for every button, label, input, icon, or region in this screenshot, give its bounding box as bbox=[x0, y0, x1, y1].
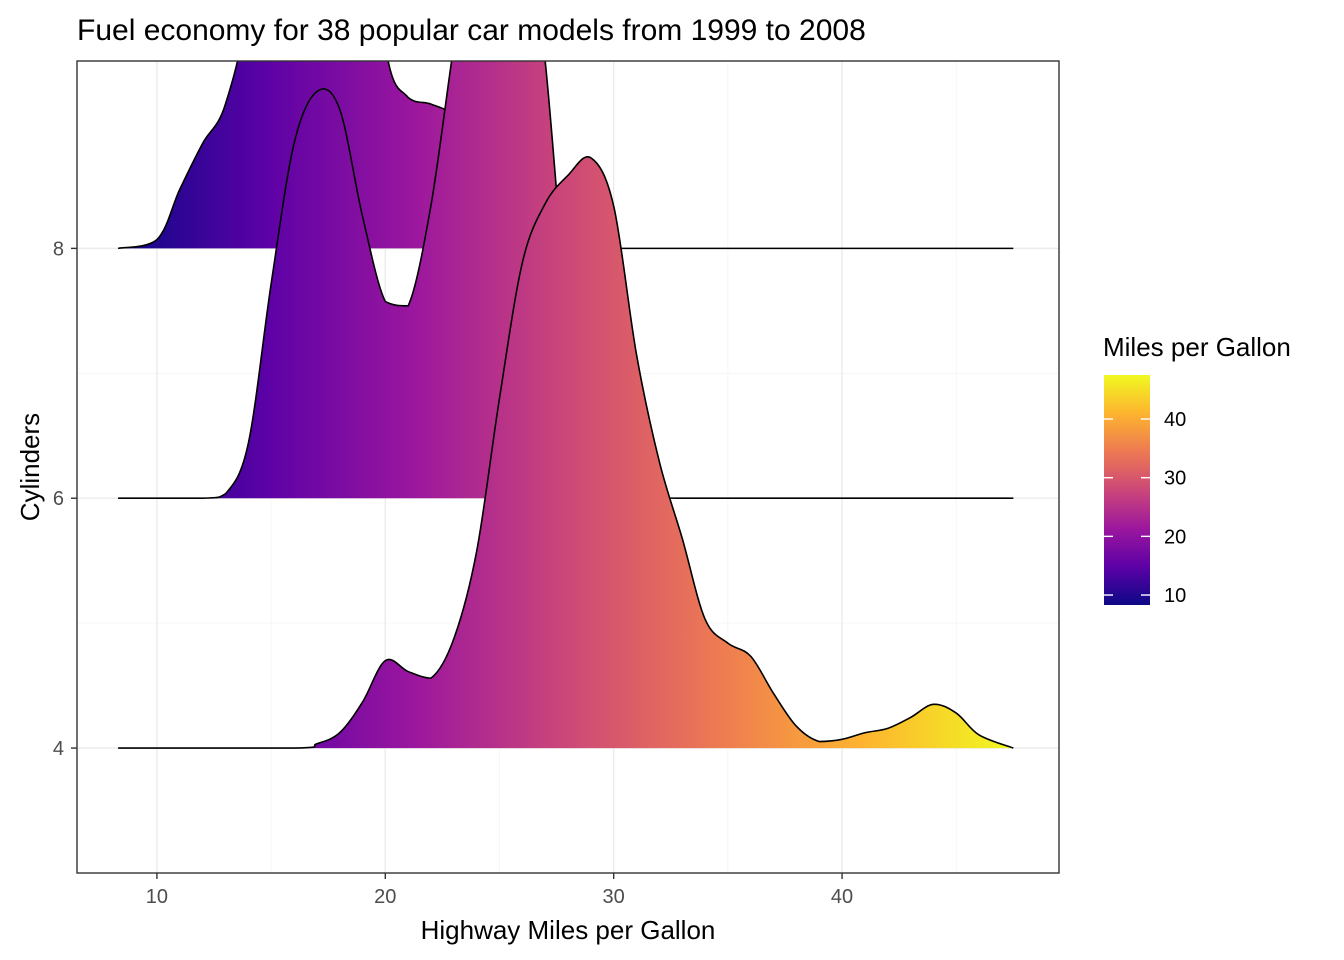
panel-border bbox=[76, 60, 1060, 874]
x-axis: 10 20 30 40 bbox=[146, 873, 853, 908]
y-tick-label: 6 bbox=[53, 488, 64, 510]
ridges bbox=[117, 61, 1014, 749]
legend-tick-label: 30 bbox=[1164, 468, 1186, 490]
chart-title: Fuel economy for 38 popular car models f… bbox=[77, 14, 866, 47]
y-axis-title: Cylinders bbox=[15, 413, 45, 521]
legend-tick-label: 20 bbox=[1164, 526, 1186, 548]
ridge-fill bbox=[118, 156, 1014, 749]
legend-colorbar bbox=[1104, 375, 1150, 605]
legend: Miles per Gallon 10 20 30 40 bbox=[1103, 332, 1291, 607]
y-tick-label: 4 bbox=[53, 738, 64, 760]
legend-title: Miles per Gallon bbox=[1103, 332, 1291, 362]
x-axis-title: Highway Miles per Gallon bbox=[421, 915, 716, 945]
legend-ticks: 10 20 30 40 bbox=[1104, 409, 1186, 607]
x-tick-label: 30 bbox=[603, 886, 625, 908]
y-tick-label: 8 bbox=[53, 238, 64, 260]
x-tick-label: 40 bbox=[831, 886, 853, 908]
ridge-outline bbox=[118, 156, 1014, 749]
x-tick-label: 10 bbox=[146, 886, 168, 908]
ridge-cyl-4 bbox=[118, 156, 1014, 749]
x-tick-label: 20 bbox=[374, 886, 396, 908]
y-axis: 4 6 8 bbox=[53, 238, 77, 760]
legend-tick-label: 40 bbox=[1164, 409, 1186, 431]
legend-tick-label: 10 bbox=[1164, 585, 1186, 607]
ridge-fill bbox=[118, 61, 1014, 499]
